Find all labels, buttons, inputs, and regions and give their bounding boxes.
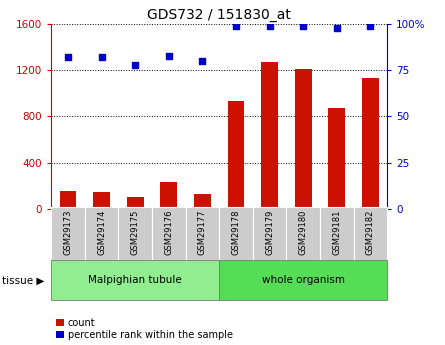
Title: GDS732 / 151830_at: GDS732 / 151830_at xyxy=(147,8,291,22)
Text: GSM29180: GSM29180 xyxy=(299,209,307,255)
Text: GSM29181: GSM29181 xyxy=(332,209,341,255)
Point xyxy=(98,55,105,60)
Point xyxy=(266,23,273,29)
Bar xyxy=(295,69,312,209)
Text: tissue ▶: tissue ▶ xyxy=(2,275,44,285)
Text: GSM29174: GSM29174 xyxy=(97,209,106,255)
Point xyxy=(65,55,72,60)
Bar xyxy=(261,62,278,209)
Text: Malpighian tubule: Malpighian tubule xyxy=(88,275,182,285)
Text: GSM29173: GSM29173 xyxy=(64,209,73,255)
Point xyxy=(199,58,206,64)
Bar xyxy=(51,207,85,260)
Bar xyxy=(51,260,219,300)
Point xyxy=(132,62,139,68)
Legend: count, percentile rank within the sample: count, percentile rank within the sample xyxy=(56,318,233,340)
Bar xyxy=(353,207,387,260)
Text: whole organism: whole organism xyxy=(262,275,345,285)
Point xyxy=(333,25,340,31)
Bar xyxy=(127,197,144,209)
Bar xyxy=(328,108,345,209)
Point xyxy=(165,53,172,58)
Text: GSM29178: GSM29178 xyxy=(231,209,240,255)
Bar xyxy=(60,191,77,209)
Text: GSM29177: GSM29177 xyxy=(198,209,207,255)
Bar xyxy=(320,207,354,260)
Text: GSM29175: GSM29175 xyxy=(131,209,140,255)
Bar xyxy=(219,260,387,300)
Text: GSM29179: GSM29179 xyxy=(265,209,274,255)
Bar xyxy=(186,207,219,260)
Bar xyxy=(194,194,211,209)
Bar xyxy=(152,207,186,260)
Point xyxy=(367,23,374,29)
Bar xyxy=(362,78,379,209)
Bar xyxy=(118,207,152,260)
Bar xyxy=(93,192,110,209)
Text: GSM29182: GSM29182 xyxy=(366,209,375,255)
Bar xyxy=(160,182,177,209)
Point xyxy=(232,23,239,29)
Bar xyxy=(219,207,253,260)
Bar xyxy=(227,101,244,209)
Bar xyxy=(253,207,287,260)
Text: GSM29176: GSM29176 xyxy=(164,209,173,255)
Point xyxy=(299,23,307,29)
Bar xyxy=(287,207,320,260)
Bar xyxy=(85,207,118,260)
